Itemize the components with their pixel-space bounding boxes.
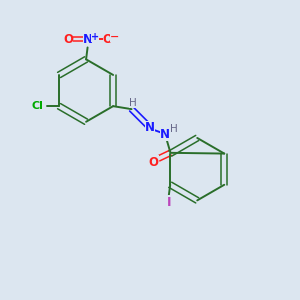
Text: O: O bbox=[149, 155, 159, 169]
Text: O: O bbox=[103, 33, 113, 46]
Text: N: N bbox=[160, 128, 170, 141]
Text: I: I bbox=[167, 196, 171, 208]
Text: +: + bbox=[91, 32, 99, 42]
Text: −: − bbox=[110, 32, 120, 42]
Text: Cl: Cl bbox=[32, 101, 44, 111]
Text: N: N bbox=[145, 122, 155, 134]
Text: H: H bbox=[170, 124, 178, 134]
Text: N: N bbox=[83, 33, 93, 46]
Text: H: H bbox=[129, 98, 137, 108]
Text: O: O bbox=[63, 33, 73, 46]
